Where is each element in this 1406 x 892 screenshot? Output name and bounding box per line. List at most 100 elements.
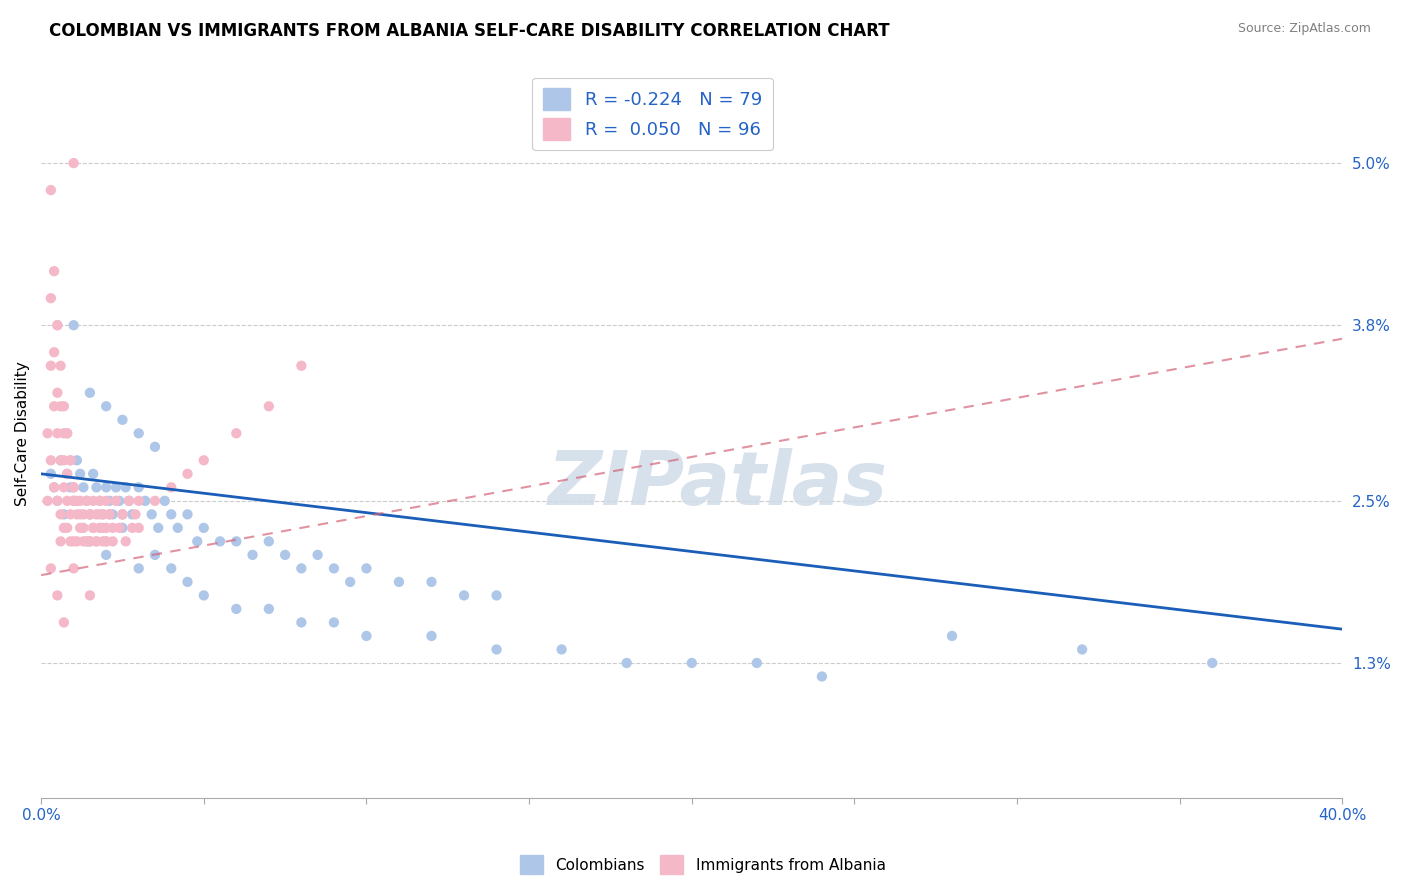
Point <box>72 480 94 494</box>
Point <box>356 561 378 575</box>
Point <box>225 602 247 616</box>
Point <box>550 642 572 657</box>
Point <box>39 467 62 481</box>
Point <box>62 493 84 508</box>
Point <box>225 426 247 441</box>
Point <box>52 426 75 441</box>
Point <box>322 561 344 575</box>
Point <box>89 521 111 535</box>
Point <box>96 534 118 549</box>
Point <box>176 508 198 522</box>
Point <box>616 656 638 670</box>
Point <box>52 508 75 522</box>
Point <box>121 508 143 522</box>
Point <box>59 453 82 467</box>
Point <box>339 574 361 589</box>
Point <box>111 413 134 427</box>
Point <box>46 318 69 333</box>
Point <box>62 480 84 494</box>
Point <box>114 534 136 549</box>
Point <box>143 548 166 562</box>
Point <box>49 399 72 413</box>
Point <box>46 589 69 603</box>
Point <box>79 534 101 549</box>
Point <box>128 480 150 494</box>
Point <box>193 589 215 603</box>
Point <box>114 480 136 494</box>
Point <box>143 440 166 454</box>
Point <box>160 508 183 522</box>
Point <box>76 493 98 508</box>
Point <box>290 615 312 630</box>
Point <box>101 534 124 549</box>
Point <box>307 548 329 562</box>
Point <box>42 480 65 494</box>
Point <box>104 480 127 494</box>
Point <box>46 318 69 333</box>
Point <box>62 318 84 333</box>
Point <box>141 508 163 522</box>
Point <box>76 493 98 508</box>
Point <box>46 493 69 508</box>
Text: ZIPatlas: ZIPatlas <box>548 448 887 521</box>
Point <box>176 574 198 589</box>
Point <box>72 534 94 549</box>
Point <box>39 453 62 467</box>
Point <box>42 264 65 278</box>
Point <box>485 642 508 657</box>
Point <box>37 493 59 508</box>
Point <box>39 561 62 575</box>
Point <box>46 493 69 508</box>
Point <box>46 426 69 441</box>
Point <box>79 385 101 400</box>
Point <box>66 453 89 467</box>
Point <box>86 480 108 494</box>
Point <box>242 548 264 562</box>
Point <box>108 521 131 535</box>
Point <box>322 615 344 630</box>
Point <box>79 508 101 522</box>
Point <box>82 467 104 481</box>
Point <box>69 493 91 508</box>
Point <box>79 508 101 522</box>
Point <box>91 508 114 522</box>
Point <box>118 493 141 508</box>
Point <box>420 629 443 643</box>
Point <box>681 656 703 670</box>
Point <box>257 534 280 549</box>
Point <box>79 534 101 549</box>
Point <box>111 521 134 535</box>
Point <box>745 656 768 670</box>
Point <box>59 508 82 522</box>
Point <box>108 493 131 508</box>
Point <box>52 615 75 630</box>
Point <box>148 521 170 535</box>
Point <box>49 508 72 522</box>
Point <box>72 521 94 535</box>
Point <box>356 629 378 643</box>
Point <box>101 508 124 522</box>
Point <box>104 493 127 508</box>
Point <box>134 493 156 508</box>
Point <box>66 534 89 549</box>
Point <box>52 399 75 413</box>
Point <box>128 521 150 535</box>
Point <box>124 508 146 522</box>
Point <box>59 480 82 494</box>
Point <box>56 521 79 535</box>
Point <box>98 508 121 522</box>
Point <box>56 467 79 481</box>
Point <box>42 399 65 413</box>
Point <box>96 548 118 562</box>
Point <box>52 521 75 535</box>
Point <box>52 480 75 494</box>
Point <box>91 534 114 549</box>
Point <box>56 426 79 441</box>
Point <box>69 521 91 535</box>
Legend: R = -0.224   N = 79, R =  0.050   N = 96: R = -0.224 N = 79, R = 0.050 N = 96 <box>533 78 773 151</box>
Point <box>208 534 231 549</box>
Point <box>193 521 215 535</box>
Point <box>49 359 72 373</box>
Point <box>811 669 834 683</box>
Point <box>290 561 312 575</box>
